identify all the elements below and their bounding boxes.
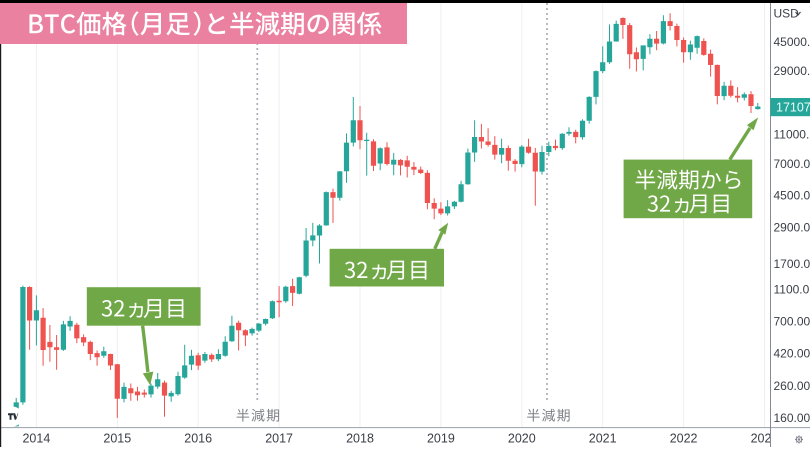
svg-text:260.00: 260.00 bbox=[774, 379, 810, 393]
svg-text:2900.0: 2900.0 bbox=[774, 221, 810, 235]
svg-text:2018: 2018 bbox=[346, 432, 374, 446]
svg-text:1700.0: 1700.0 bbox=[774, 257, 810, 271]
svg-text:2020: 2020 bbox=[508, 432, 536, 446]
svg-text:160.00: 160.00 bbox=[774, 411, 810, 425]
svg-text:2022: 2022 bbox=[670, 432, 698, 446]
svg-text:11000.: 11000. bbox=[774, 128, 810, 142]
svg-text:4500.0: 4500.0 bbox=[774, 189, 810, 203]
svg-text:29000.: 29000. bbox=[774, 64, 810, 78]
svg-text:45000.: 45000. bbox=[774, 35, 810, 49]
svg-text:2021: 2021 bbox=[589, 432, 617, 446]
svg-text:2015: 2015 bbox=[103, 432, 131, 446]
svg-text:1100.0: 1100.0 bbox=[774, 283, 810, 297]
svg-text:2019: 2019 bbox=[427, 432, 455, 446]
svg-text:2017: 2017 bbox=[265, 432, 293, 446]
svg-text:17107.: 17107. bbox=[776, 101, 810, 115]
svg-text:USD: USD bbox=[774, 7, 800, 21]
svg-text:420.00: 420.00 bbox=[774, 347, 810, 361]
svg-text:2016: 2016 bbox=[184, 432, 212, 446]
svg-text:7000.0: 7000.0 bbox=[774, 157, 810, 171]
svg-text:700.00: 700.00 bbox=[774, 315, 810, 329]
svg-text:2014: 2014 bbox=[22, 432, 50, 446]
